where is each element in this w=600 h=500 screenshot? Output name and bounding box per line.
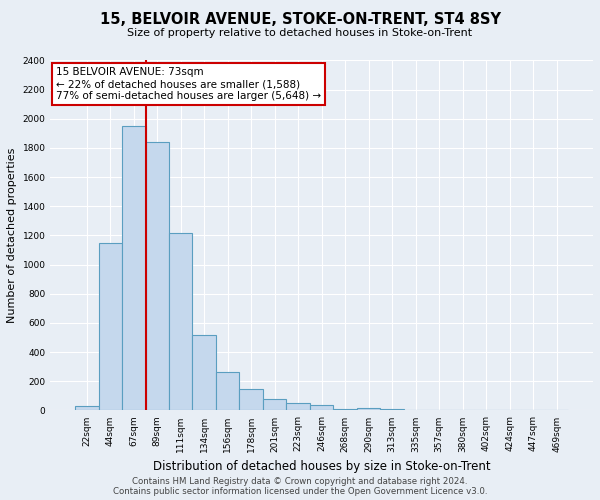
Bar (122, 126, 146, 410)
Text: Contains HM Land Registry data © Crown copyright and database right 2024.: Contains HM Land Registry data © Crown c… (132, 477, 468, 486)
Bar (380, 409, 404, 410)
Bar (286, 403, 310, 410)
Text: Contains public sector information licensed under the Open Government Licence v3: Contains public sector information licen… (113, 487, 487, 496)
Text: Size of property relative to detached houses in Stoke-on-Trent: Size of property relative to detached ho… (127, 28, 473, 38)
Bar (216, 372, 239, 410)
Bar (146, 142, 169, 410)
Bar (357, 408, 380, 410)
X-axis label: Distribution of detached houses by size in Stoke-on-Trent: Distribution of detached houses by size … (153, 460, 491, 473)
Bar (263, 399, 286, 410)
Bar (169, 232, 193, 410)
Text: 15 BELVOIR AVENUE: 73sqm
← 22% of detached houses are smaller (1,588)
77% of sem: 15 BELVOIR AVENUE: 73sqm ← 22% of detach… (56, 68, 321, 100)
Bar (310, 404, 334, 410)
Y-axis label: Number of detached properties: Number of detached properties (7, 148, 17, 323)
Bar (334, 409, 357, 410)
Bar (239, 388, 263, 410)
Bar (193, 334, 216, 410)
Bar (75, 406, 98, 410)
Bar (98, 243, 122, 410)
Text: 15, BELVOIR AVENUE, STOKE-ON-TRENT, ST4 8SY: 15, BELVOIR AVENUE, STOKE-ON-TRENT, ST4 … (100, 12, 500, 28)
